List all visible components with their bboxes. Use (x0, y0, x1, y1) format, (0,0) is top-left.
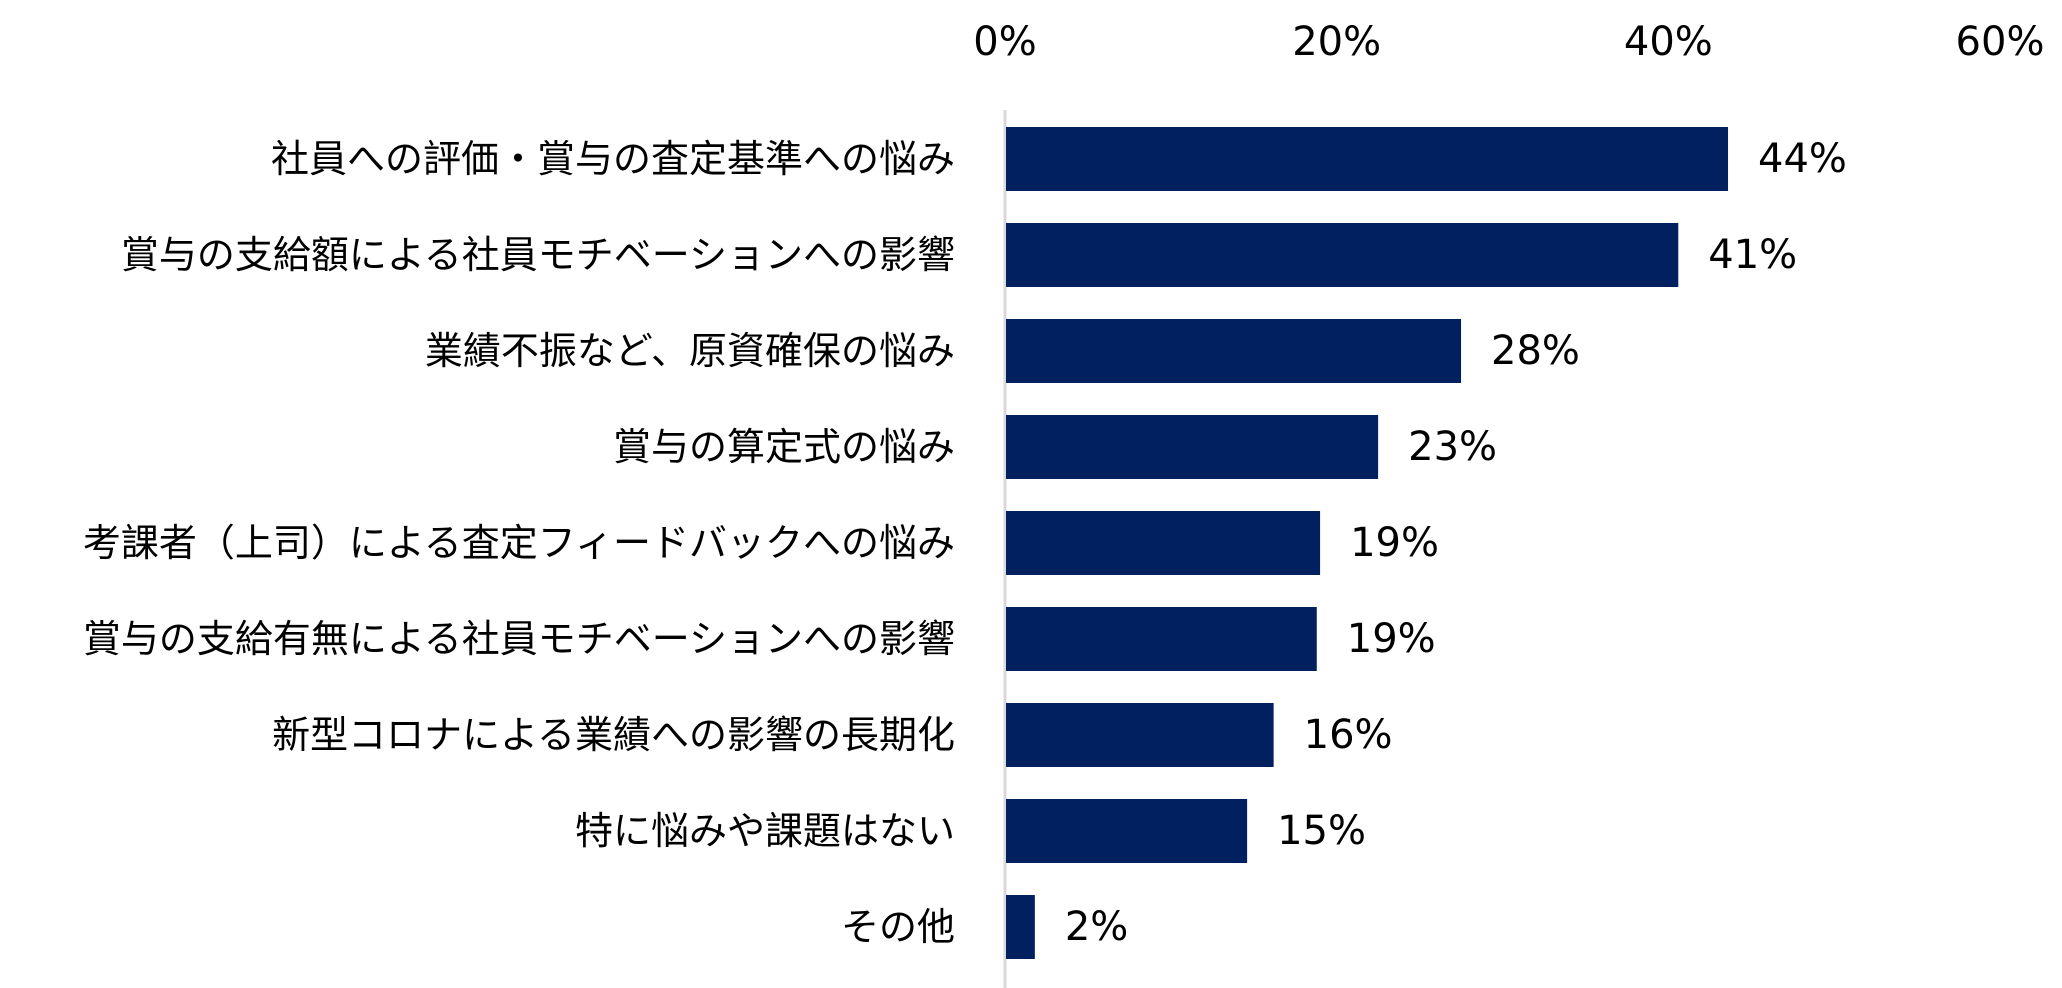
x-tick-label: 0% (973, 19, 1036, 65)
data-label: 15% (1277, 808, 1366, 854)
bar (1006, 319, 1462, 383)
data-label: 23% (1408, 424, 1497, 470)
category-label: 賞与の算定式の悩み (613, 425, 955, 469)
bar (1006, 223, 1679, 287)
category-label: 社員への評価・賞与の査定基準への悩み (271, 137, 955, 181)
x-tick-label: 60% (1956, 19, 2045, 65)
category-label: 業績不振など、原資確保の悩み (425, 329, 955, 373)
bar (1006, 607, 1317, 671)
data-labels: 44% 41% 28% 23% 19% 19% 16% 15% 2% (1065, 136, 1847, 950)
category-label: その他 (841, 905, 955, 949)
data-label: 19% (1350, 520, 1439, 566)
category-labels: 社員への評価・賞与の査定基準への悩み賞与の支給額による社員モチベーションへの影響… (83, 137, 955, 949)
category-label: 賞与の支給有無による社員モチベーションへの影響 (83, 617, 955, 661)
data-label: 28% (1491, 328, 1580, 374)
bar (1006, 415, 1379, 479)
category-label: 賞与の支給額による社員モチベーションへの影響 (121, 233, 955, 277)
bar (1006, 703, 1274, 767)
x-tick-label: 20% (1292, 19, 1381, 65)
bar (1006, 127, 1729, 191)
data-label: 16% (1304, 712, 1393, 758)
data-label: 41% (1708, 232, 1797, 278)
bar (1006, 511, 1321, 575)
x-tick-label: 40% (1624, 19, 1713, 65)
data-label: 44% (1758, 136, 1847, 182)
category-label: 特に悩みや課題はない (575, 809, 955, 853)
category-label: 新型コロナによる業績への影響の長期化 (272, 713, 955, 757)
bar (1006, 895, 1035, 959)
bars (1006, 127, 1729, 959)
category-label: 考課者（上司）による査定フィードバックへの悩み (83, 521, 955, 565)
bar (1006, 799, 1248, 863)
data-label: 2% (1065, 904, 1128, 950)
x-axis-ticks: 0% 20% 40% 60% (973, 19, 2044, 65)
data-label: 19% (1347, 616, 1436, 662)
